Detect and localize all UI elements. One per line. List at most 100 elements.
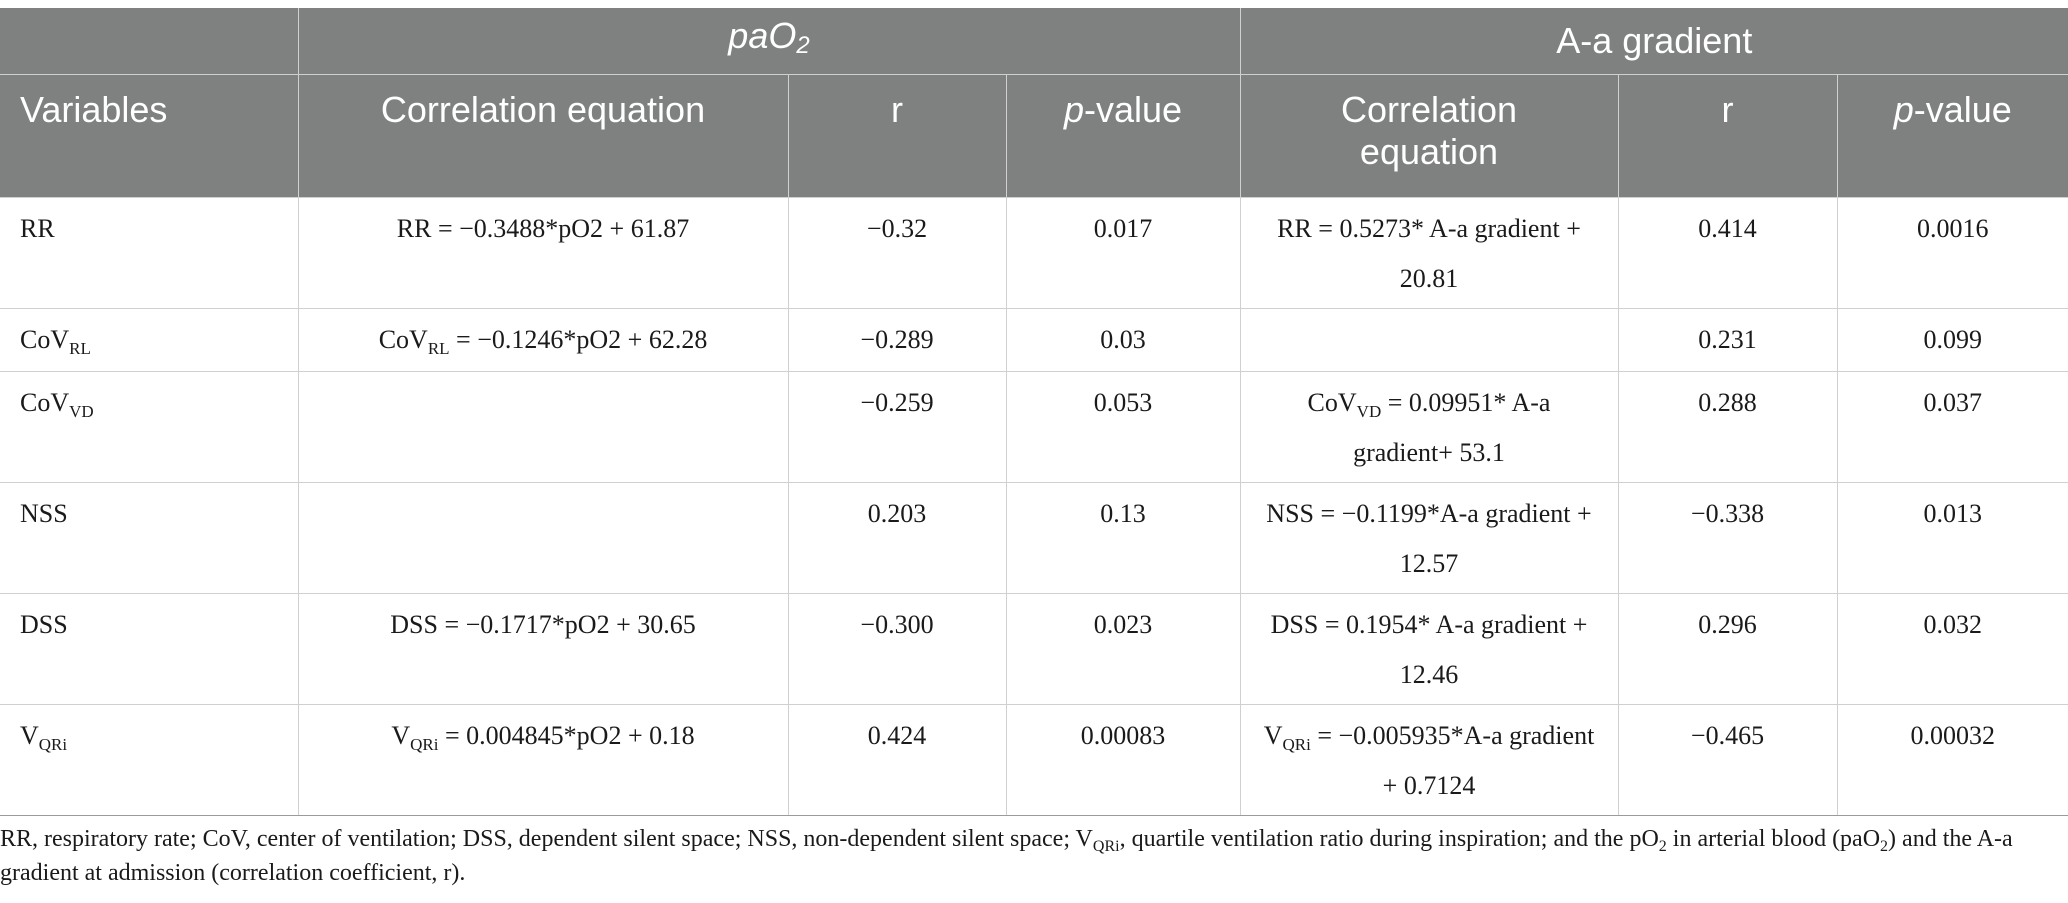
header-aa-eq-line1: Correlation [1340,89,1518,130]
cell-pao2-p: 0.03 [1006,308,1241,372]
cell-variable: DSS [0,593,299,705]
p-italic: p [1063,89,1084,130]
cell-pao2-equation [298,482,789,594]
equation-subscript: QRi [410,735,439,754]
equation-subscript: VD [1356,402,1382,421]
cell-pao2-equation [298,371,789,483]
cell-variable: CoVRL [0,308,299,372]
equation-post: = −0.005935*A-a gradient + 0.7124 [1310,721,1595,800]
cell-variable: VQRi [0,704,299,816]
equation-pre: DSS = −0.1717*pO2 + 30.65 [390,610,696,639]
table-header: paO2 A-a gradient Variables Correlation … [0,8,2068,198]
header-blank-cell [0,8,299,75]
footnote-text: in arterial blood (paO [1666,826,1881,852]
equation-post: = 0.004845*pO2 + 0.18 [438,721,695,750]
footnote-text: RR, respiratory rate; CoV, center of ven… [0,826,1093,852]
header-column-row: Variables Correlation equation r p-value… [0,74,2068,198]
cell-pao2-equation: VQRi = 0.004845*pO2 + 0.18 [298,704,789,816]
variable-name: NSS [20,499,68,528]
cell-aa-r: 0.288 [1618,371,1838,483]
correlation-table: paO2 A-a gradient Variables Correlation … [0,8,2068,816]
equation-pre: DSS = 0.1954* A-a gradient + 12.46 [1270,610,1588,689]
equation-subscript: QRi [1282,735,1311,754]
header-group-aa-gradient: A-a gradient [1240,8,2068,75]
footnote-subscript: 2 [1880,838,1889,855]
cell-pao2-r: −0.300 [788,593,1007,705]
table-row: NSS 0.203 0.13 NSS = −0.1199*A-a gradien… [0,482,2068,594]
footnote-subscript: QRi [1092,838,1120,855]
cell-pao2-equation: CoVRL = −0.1246*pO2 + 62.28 [298,308,789,372]
equation-pre: CoV [1307,388,1357,417]
equation-post: = 0.09951* A-a gradient+ 53.1 [1353,388,1551,467]
cell-pao2-p: 0.13 [1006,482,1241,594]
table-row: VQRi VQRi = 0.004845*pO2 + 0.18 0.424 0.… [0,704,2068,816]
header-aa-p-value: p-value [1837,74,2068,198]
footnote-subscript: 2 [1658,838,1667,855]
footnote-text: , quartile ventilation ratio during insp… [1119,826,1659,852]
cell-variable: NSS [0,482,299,594]
cell-aa-equation [1240,308,1619,372]
cell-aa-equation: VQRi = −0.005935*A-a gradient + 0.7124 [1240,704,1619,816]
cell-aa-p: 0.013 [1837,482,2068,594]
equation-pre: V [391,721,411,750]
equation-post: = −0.1246*pO2 + 62.28 [449,325,708,354]
equation-pre: NSS = −0.1199*A-a gradient + 12.57 [1266,499,1592,578]
p-italic: p [1893,89,1914,130]
table-row: CoVRL CoVRL = −0.1246*pO2 + 62.28 −0.289… [0,308,2068,372]
cell-aa-p: 0.0016 [1837,197,2068,309]
table-row: DSS DSS = −0.1717*pO2 + 30.65 −0.300 0.0… [0,593,2068,705]
cell-aa-equation: RR = 0.5273* A-a gradient + 20.81 [1240,197,1619,309]
variable-name: DSS [20,610,68,639]
header-variables: Variables [0,74,299,198]
cell-aa-p: 0.032 [1837,593,2068,705]
variable-subscript: QRi [38,735,68,754]
header-pao2-r: r [788,74,1007,198]
variable-subscript: RL [69,339,91,358]
table-row: CoVVD −0.259 0.053 CoVVD = 0.09951* A-a … [0,371,2068,483]
table-row: RR RR = −0.3488*pO2 + 61.87 −0.32 0.017 … [0,197,2068,309]
cell-aa-equation: DSS = 0.1954* A-a gradient + 12.46 [1240,593,1619,705]
cell-variable: CoVVD [0,371,299,483]
header-pao2-correlation-equation: Correlation equation [298,74,789,198]
equation-pre: RR = −0.3488*pO2 + 61.87 [396,214,690,243]
variable-subscript: VD [69,402,94,421]
cell-pao2-p: 0.053 [1006,371,1241,483]
equation-subscript: RL [427,339,450,358]
table-footnote: RR, respiratory rate; CoV, center of ven… [0,822,2060,890]
equation-pre: RR = 0.5273* A-a gradient + 20.81 [1277,214,1581,293]
header-aa-eq-line2: equation [1359,131,1499,172]
cell-aa-r: 0.414 [1618,197,1838,309]
header-pao2-p-value: p-value [1006,74,1241,198]
cell-aa-r: −0.465 [1618,704,1838,816]
cell-variable: RR [0,197,299,309]
equation-pre: CoV [378,325,428,354]
pao2-subscript: 2 [796,32,810,59]
cell-aa-equation: CoVVD = 0.09951* A-a gradient+ 53.1 [1240,371,1619,483]
p-value-suffix: -value [1913,89,2012,130]
variable-name: CoV [20,388,70,417]
equation-pre: V [1263,721,1283,750]
cell-pao2-equation: RR = −0.3488*pO2 + 61.87 [298,197,789,309]
variable-name: V [20,721,39,750]
cell-pao2-r: 0.203 [788,482,1007,594]
header-aa-correlation-equation: Correlation equation [1240,74,1619,198]
cell-pao2-r: −0.259 [788,371,1007,483]
cell-pao2-p: 0.017 [1006,197,1241,309]
cell-aa-equation: NSS = −0.1199*A-a gradient + 12.57 [1240,482,1619,594]
footnote-text: ) and the A-a gradient at admission (cor… [0,826,2013,886]
cell-pao2-p: 0.00083 [1006,704,1241,816]
table-body: RR RR = −0.3488*pO2 + 61.87 −0.32 0.017 … [0,197,2068,816]
variable-name: RR [20,214,55,243]
p-value-suffix: -value [1083,89,1183,130]
cell-aa-r: −0.338 [1618,482,1838,594]
cell-aa-r: 0.231 [1618,308,1838,372]
cell-pao2-r: −0.289 [788,308,1007,372]
pao2-label: paO [728,15,797,56]
cell-pao2-p: 0.023 [1006,593,1241,705]
cell-aa-r: 0.296 [1618,593,1838,705]
variable-name: CoV [20,325,70,354]
cell-pao2-equation: DSS = −0.1717*pO2 + 30.65 [298,593,789,705]
header-group-pao2: paO2 [298,8,1241,75]
cell-aa-p: 0.037 [1837,371,2068,483]
header-group-row: paO2 A-a gradient [0,8,2068,75]
